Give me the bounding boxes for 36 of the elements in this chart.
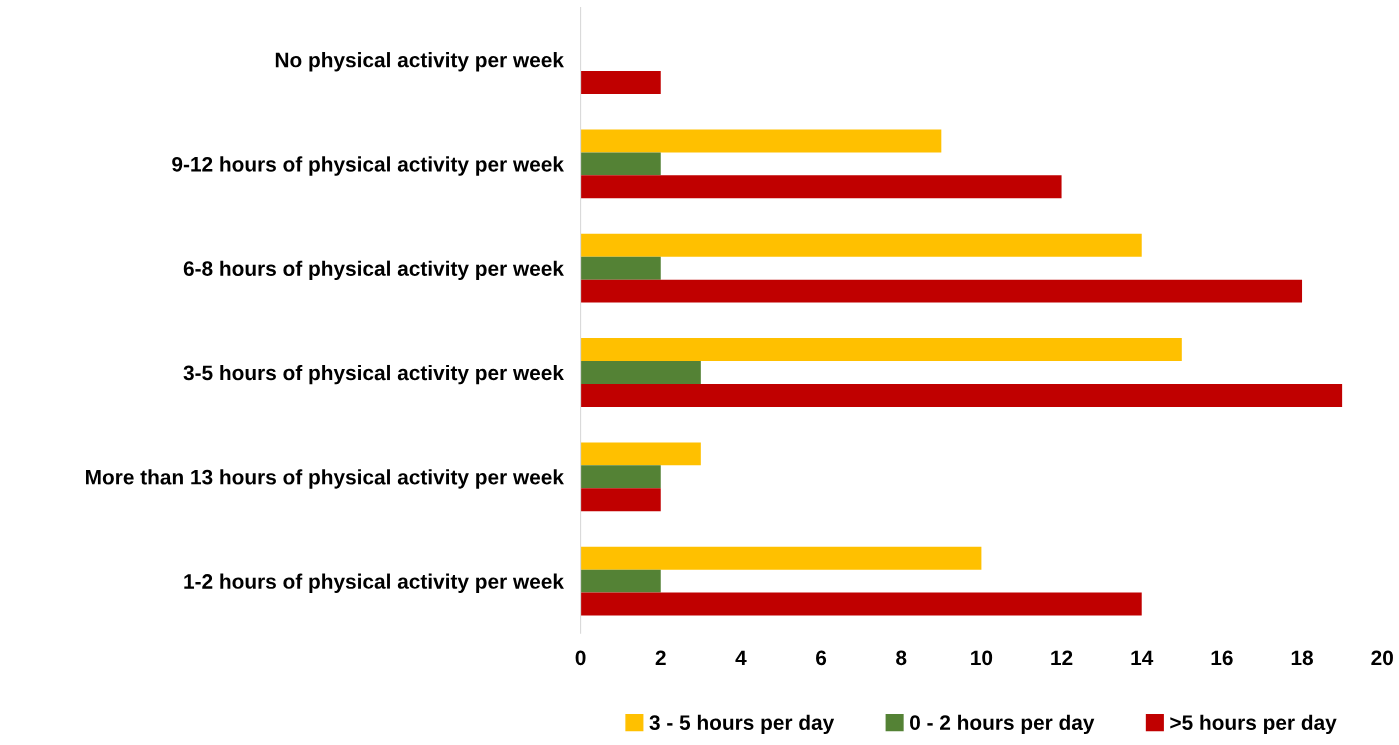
x-tick-label: 4	[735, 650, 747, 666]
y-tick-label: No physical activity per week	[275, 52, 564, 72]
x-tick-label: 0	[575, 650, 586, 666]
x-tick-label: 16	[1211, 650, 1233, 666]
bar	[580, 465, 661, 489]
bar	[580, 152, 661, 176]
bar	[580, 546, 982, 570]
x-tick-label: 20	[1371, 650, 1393, 666]
bar	[580, 361, 701, 384]
y-tick-label: 1-2 hours of physical activity per week	[184, 573, 564, 593]
bar	[580, 129, 942, 153]
y-tick-label: 6-8 hours of physical activity per week	[183, 260, 564, 281]
x-tick-label: 14	[1131, 650, 1154, 666]
bar	[580, 592, 1142, 616]
legend-label: 0 - 2 hours per day	[910, 714, 1095, 735]
bar	[580, 233, 1142, 257]
x-tick-label: 12	[1051, 650, 1073, 666]
bar	[580, 488, 661, 512]
bar	[580, 383, 1343, 407]
y-tick-label: 9-12 hours of physical activity per week	[172, 156, 564, 176]
bar	[580, 71, 661, 95]
legend-label: 3 - 5 hours per day	[649, 714, 835, 735]
bar	[580, 279, 1303, 303]
x-tick-label: 2	[655, 650, 666, 666]
legend-label: >5 hours per day	[1170, 714, 1337, 735]
bar	[580, 175, 1062, 199]
bar	[580, 338, 1182, 362]
bar	[580, 256, 661, 280]
x-tick-label: 10	[971, 650, 993, 666]
bar	[580, 569, 661, 593]
x-tick-label: 18	[1291, 650, 1313, 666]
x-tick-label: 8	[896, 650, 907, 666]
y-tick-label: More than 13 hours of physical activity per week	[86, 469, 564, 489]
x-tick-label: 6	[816, 650, 827, 666]
bar	[580, 442, 701, 466]
y-tick-label: 3-5 hours of physical activity per week	[183, 364, 564, 385]
